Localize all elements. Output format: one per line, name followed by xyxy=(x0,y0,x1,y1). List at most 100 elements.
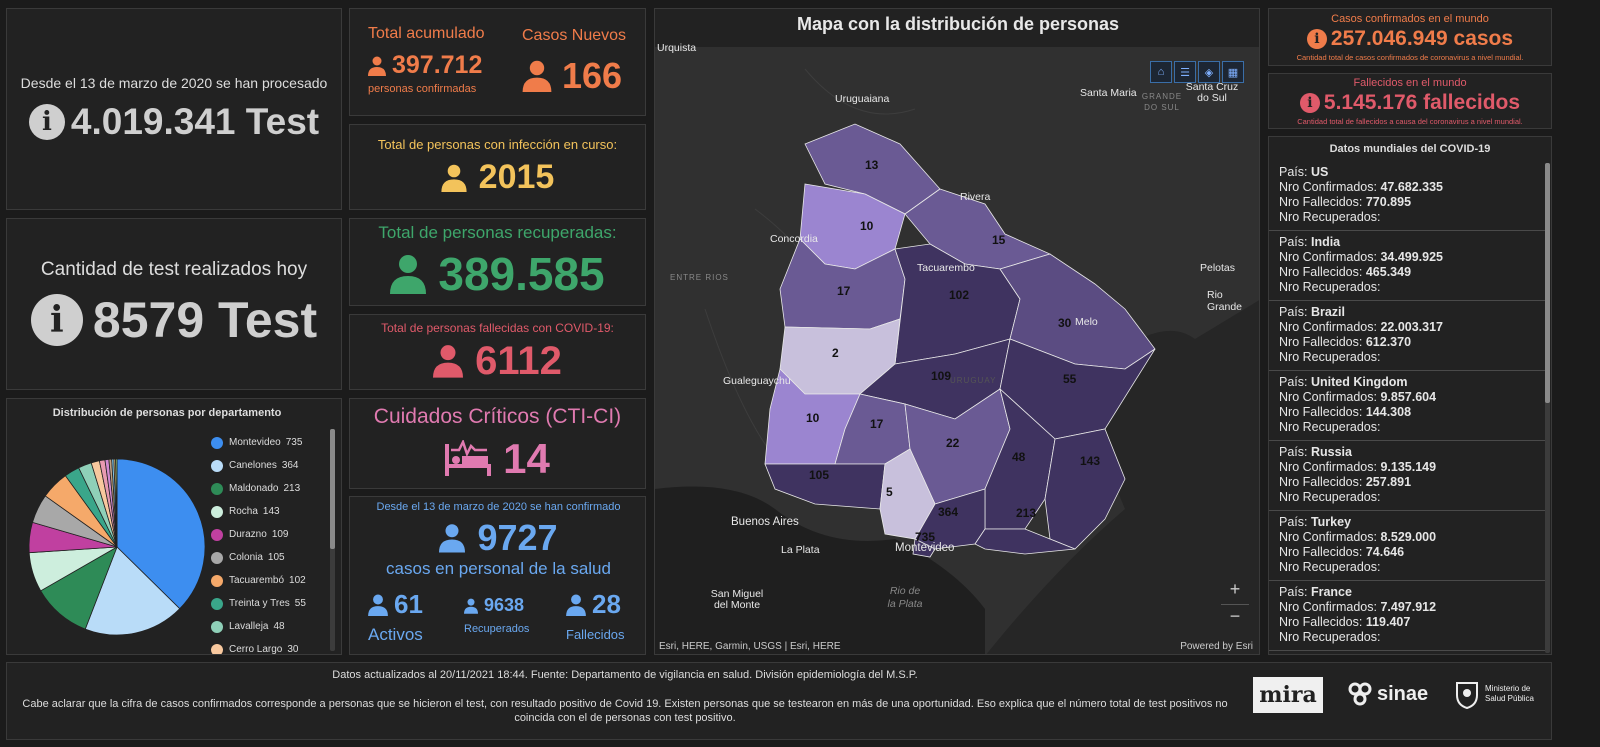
country-field-value: 9.857.604 xyxy=(1380,390,1437,404)
country-field-label: País: xyxy=(1279,515,1311,529)
map-canvas[interactable] xyxy=(655,9,1260,655)
country-field-label: Nro Fallecidos: xyxy=(1279,195,1366,209)
country-scroll-thumb[interactable] xyxy=(1545,163,1550,403)
map-label-uruguaiana: Uruguaiana xyxy=(835,93,890,105)
active-value: 2015 xyxy=(478,158,555,196)
new-cases-title: Casos Nuevos xyxy=(522,27,627,44)
country-item[interactable]: País: United Kingdom Nro Confirmados: 9.8… xyxy=(1269,371,1545,441)
legend-swatch xyxy=(211,574,223,587)
health-fallecidos-label: Fallecidos xyxy=(566,627,625,642)
info-icon: i xyxy=(30,294,83,346)
basemap-button[interactable]: ▦ xyxy=(1222,61,1244,83)
country-field-value: US xyxy=(1310,165,1329,179)
legend-label: Colonia xyxy=(229,552,263,563)
country-field-value: United Kingdom xyxy=(1310,375,1408,389)
pie-chart-panel: Distribución de personas por departament… xyxy=(6,398,342,655)
footer-panel: Datos actualizados al 20/11/2021 18:44. … xyxy=(6,662,1552,740)
country-field-label: Nro Fallecidos: xyxy=(1279,265,1366,279)
legend-item[interactable]: Lavalleja 48 xyxy=(211,615,306,638)
legend-item[interactable]: Rocha 143 xyxy=(211,500,306,523)
legend-label: Tacuarembó xyxy=(229,575,285,586)
legend-item[interactable]: Durazno 109 xyxy=(211,523,306,546)
health-recuperados-label: Recuperados xyxy=(464,623,530,635)
legend-button[interactable]: ☰ xyxy=(1174,61,1196,83)
map-label-san-miguel: San Miguel del Monte xyxy=(710,588,764,611)
tests-today-value: 8579 Test xyxy=(92,292,318,348)
map-label-la-plata: La Plata xyxy=(781,544,820,556)
country-item[interactable]: País: US Nro Confirmados: 47.682.335 Nro F… xyxy=(1269,161,1545,231)
country-field-label: País: xyxy=(1279,375,1311,389)
country-field-label: País: xyxy=(1279,235,1311,249)
country-list[interactable]: País: US Nro Confirmados: 47.682.335 Nro F… xyxy=(1269,161,1545,654)
deceased-value: 6112 xyxy=(475,338,562,383)
legend-item[interactable]: Maldonado 213 xyxy=(211,477,306,500)
country-line: País: United Kingdom xyxy=(1279,375,1535,390)
legend-scrollbar[interactable] xyxy=(330,429,335,651)
dept-num-lavalleja: 48 xyxy=(1012,450,1026,464)
info-icon: i xyxy=(28,104,65,140)
country-line: País: Turkey xyxy=(1279,515,1535,530)
country-item[interactable]: País: France Nro Confirmados: 7.497.912 Nr… xyxy=(1269,581,1545,651)
dept-num-rivera: 15 xyxy=(992,233,1006,247)
zoom-in-button[interactable]: + xyxy=(1221,579,1249,605)
world-list-title: Datos mundiales del COVID-19 xyxy=(1329,143,1491,155)
layers-button[interactable]: ◈ xyxy=(1198,61,1220,83)
country-list-scrollbar[interactable] xyxy=(1545,163,1550,653)
country-item[interactable]: País: Brazil Nro Confirmados: 22.003.317 N… xyxy=(1269,301,1545,371)
health-value: 9727 xyxy=(477,517,558,558)
cti-title: Cuidados Críticos (CTI-CI) xyxy=(373,404,622,428)
country-field-label: Nro Fallecidos: xyxy=(1279,615,1366,629)
person-icon xyxy=(433,345,464,378)
legend-item[interactable]: Montevideo 735 xyxy=(211,431,306,454)
hospital-bed-icon xyxy=(445,439,492,476)
country-field-value: 7.497.912 xyxy=(1380,600,1437,614)
map-attribution: Esri, HERE, Garmin, USGS | Esri, HERE xyxy=(659,641,841,652)
country-item[interactable]: País: Russia Nro Confirmados: 9.135.149 Nr… xyxy=(1269,441,1545,511)
country-line: Nro Confirmados: 7.497.912 xyxy=(1279,600,1535,615)
mira-logo: mira xyxy=(1253,677,1323,713)
legend-scroll-thumb[interactable] xyxy=(330,429,335,549)
dept-num-soriano: 10 xyxy=(806,411,820,425)
dept-rocha[interactable] xyxy=(1044,428,1126,550)
tests-processed-value: 4.019.341 Test xyxy=(70,101,320,142)
legend-item[interactable]: Tacuarembó 102 xyxy=(211,569,306,592)
pie-slice[interactable] xyxy=(116,458,206,610)
country-field-label: Nro Fallecidos: xyxy=(1279,405,1366,419)
map-label-tacuarembo: Tacuarembo xyxy=(917,262,975,274)
dept-maldonado[interactable] xyxy=(974,528,1076,555)
country-field-label: Nro Recuperados: xyxy=(1279,560,1381,574)
country-field-label: Nro Recuperados: xyxy=(1279,350,1381,364)
pie-slice[interactable] xyxy=(115,458,118,548)
country-item[interactable]: País: IranNro Confirmados: 6.073.098Nro … xyxy=(1269,651,1545,654)
accumulated-sub: personas confirmadas xyxy=(368,83,477,95)
recovered-title: Total de personas recuperadas: xyxy=(378,223,617,242)
legend-item[interactable]: Canelones 364 xyxy=(211,454,306,477)
map-label-melo: Melo xyxy=(1075,316,1098,328)
zoom-out-button[interactable]: − xyxy=(1229,606,1241,626)
country-field-value: France xyxy=(1310,585,1352,599)
legend-item[interactable]: Colonia 105 xyxy=(211,546,306,569)
dept-montevideo[interactable] xyxy=(912,538,936,558)
country-item[interactable]: País: India Nro Confirmados: 34.499.925 Nr… xyxy=(1269,231,1545,301)
map-powered: Powered by Esri xyxy=(1180,641,1253,652)
legend-label: Treinta y Tres xyxy=(229,598,290,609)
legend-value: 735 xyxy=(285,437,303,448)
home-button[interactable]: ⌂ xyxy=(1150,61,1172,83)
dept-num-flores: 17 xyxy=(870,417,884,431)
legend-value: 105 xyxy=(267,552,285,563)
footer-note: Cabe aclarar que la cifra de casos confi… xyxy=(22,698,1228,724)
country-item[interactable]: País: Turkey Nro Confirmados: 8.529.000 Nr… xyxy=(1269,511,1545,581)
person-icon xyxy=(441,164,467,192)
map-label-urquista: Urquista xyxy=(657,42,697,54)
country-field-label: Nro Recuperados: xyxy=(1279,210,1381,224)
country-field-label: Nro Confirmados: xyxy=(1279,530,1381,544)
legend-item[interactable]: Cerro Largo 30 xyxy=(211,638,306,654)
active-panel: Total de personas con infección en curso… xyxy=(349,124,646,210)
world-cases-value: 257.046.949 casos xyxy=(1330,26,1514,50)
country-line: Nro Recuperados: xyxy=(1279,630,1535,645)
map-label-santa-maria: Santa Maria xyxy=(1080,87,1137,99)
legend-item[interactable]: Treinta y Tres 55 xyxy=(211,592,306,615)
country-field-label: Nro Recuperados: xyxy=(1279,630,1381,644)
world-deaths-sub: Cantidad total de fallecidos a causa del… xyxy=(1297,116,1523,126)
map-label-entre-rios: ENTRE RIOS xyxy=(670,273,729,282)
